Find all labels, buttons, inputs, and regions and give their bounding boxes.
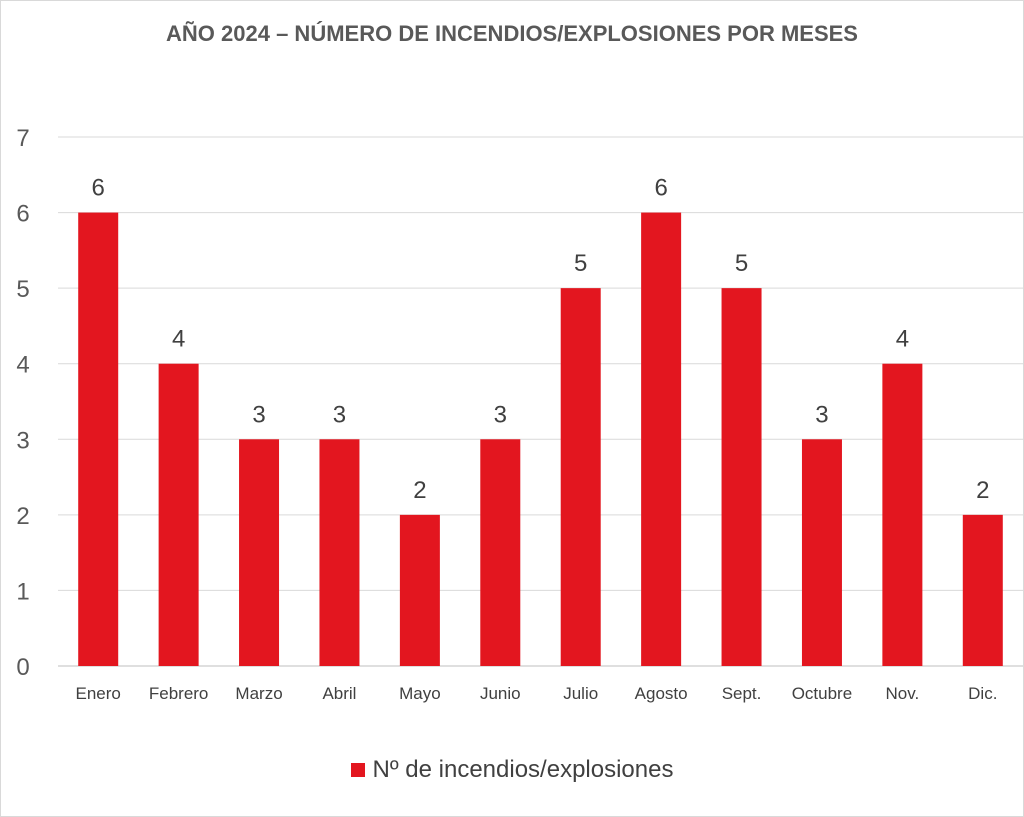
bar xyxy=(399,514,440,666)
x-tick-label: Febrero xyxy=(149,684,209,703)
bar xyxy=(158,363,199,666)
data-label: 6 xyxy=(654,175,667,202)
x-tick-label: Marzo xyxy=(235,684,282,703)
y-tick-label: 1 xyxy=(16,578,29,605)
x-tick-label: Nov. xyxy=(886,684,920,703)
y-tick-label: 7 xyxy=(16,125,29,152)
x-tick-label: Enero xyxy=(76,684,121,703)
chart-title: AÑO 2024 – NÚMERO DE INCENDIOS/EXPLOSION… xyxy=(166,21,858,46)
legend-label: Nº de incendios/explosiones xyxy=(372,756,674,783)
y-tick-label: 4 xyxy=(16,352,29,379)
x-tick-label: Mayo xyxy=(399,684,441,703)
bar xyxy=(480,439,521,666)
bar xyxy=(78,212,119,667)
bar xyxy=(239,439,280,666)
data-label: 3 xyxy=(252,401,265,428)
bar xyxy=(801,439,842,666)
bar xyxy=(319,439,360,666)
legend: Nº de incendios/explosiones xyxy=(1,756,1023,784)
bar xyxy=(721,288,762,666)
data-label: 3 xyxy=(333,401,346,428)
x-tick-label: Octubre xyxy=(792,684,852,703)
bar xyxy=(962,514,1003,666)
y-tick-label: 3 xyxy=(16,427,29,454)
x-tick-label: Abril xyxy=(322,684,356,703)
x-axis-ticks: Enero Febrero Marzo Abril Mayo Junio Julio Agos… xyxy=(76,684,998,703)
y-tick-label: 6 xyxy=(16,201,29,228)
y-tick-label: 5 xyxy=(16,276,29,303)
data-label: 5 xyxy=(574,250,587,277)
y-tick-label: 0 xyxy=(16,654,29,681)
gridlines xyxy=(58,136,1023,667)
data-label: 6 xyxy=(92,175,105,202)
data-label: 4 xyxy=(172,326,185,353)
legend-swatch xyxy=(350,763,365,777)
data-label: 2 xyxy=(413,477,426,504)
bars xyxy=(78,212,1003,667)
x-tick-label: Sept. xyxy=(722,684,762,703)
data-label: 5 xyxy=(735,250,748,277)
x-tick-label: Julio xyxy=(563,684,598,703)
bar xyxy=(641,212,682,667)
bar xyxy=(560,288,601,666)
x-tick-label: Agosto xyxy=(635,684,688,703)
data-label: 3 xyxy=(815,401,828,428)
y-tick-label: 2 xyxy=(16,503,29,530)
x-tick-label: Dic. xyxy=(968,684,997,703)
x-tick-label: Junio xyxy=(480,684,521,703)
data-label: 4 xyxy=(896,326,909,353)
data-label: 2 xyxy=(976,477,989,504)
bar xyxy=(882,363,923,666)
data-labels: 6 4 3 3 2 3 5 6 5 3 4 2 xyxy=(92,175,990,504)
y-axis-ticks: 0 1 2 3 4 5 6 7 xyxy=(16,125,29,681)
data-label: 3 xyxy=(494,401,507,428)
